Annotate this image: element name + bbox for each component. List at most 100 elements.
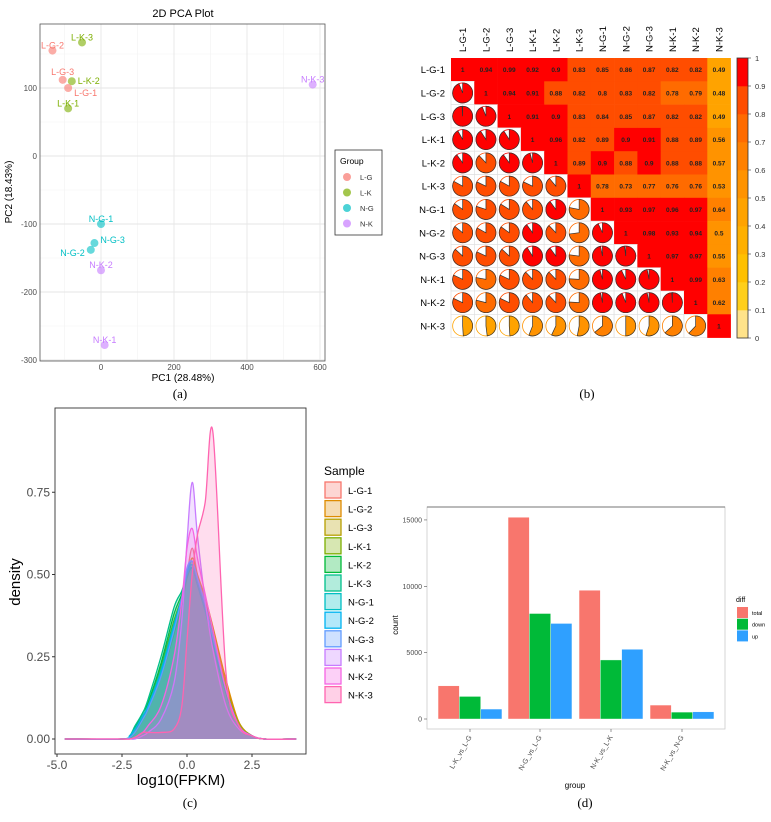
cell-value: 0.89 bbox=[689, 137, 702, 144]
density-plot-panel: -5.0 -2.5 0.0 2.5 0.00 0.25 0.50 0.75 log10(FPKM… bbox=[7, 407, 374, 789]
legend-key-L-K-2 bbox=[324, 555, 342, 574]
cell-value: 0.87 bbox=[643, 67, 656, 74]
legend-key-N-K-1 bbox=[324, 648, 342, 667]
legend-key-N-G-1 bbox=[324, 592, 342, 611]
row-label: N-K-1 bbox=[420, 275, 445, 286]
bar-down-N-K_vs_L-K bbox=[600, 659, 622, 720]
y-tick-label: 0.00 bbox=[27, 732, 51, 746]
y-tick-label: 0.75 bbox=[27, 485, 51, 499]
pie-wedge bbox=[568, 245, 590, 267]
heatmap-cell bbox=[637, 127, 661, 152]
heatmap-cell bbox=[637, 244, 661, 268]
x-tick-label: 600 bbox=[313, 363, 327, 372]
data-point-N-G-2 bbox=[86, 245, 95, 254]
density-line-N-K-3 bbox=[64, 426, 297, 740]
pie-wedge bbox=[498, 199, 520, 220]
pie-wedge bbox=[592, 292, 613, 313]
cell-value: 1 bbox=[461, 67, 465, 74]
cell-value: 1 bbox=[554, 160, 558, 167]
pie-wedge bbox=[545, 222, 567, 244]
plot-background bbox=[40, 24, 325, 361]
cell-value: 1 bbox=[671, 277, 675, 284]
plot-border bbox=[426, 506, 726, 730]
pie-wedge bbox=[452, 129, 473, 150]
legend-label: L-K bbox=[360, 189, 372, 198]
cell-value: 0.88 bbox=[550, 90, 563, 97]
heatmap-cell bbox=[544, 81, 568, 105]
heatmap-cell bbox=[614, 58, 638, 82]
heatmap-cell bbox=[614, 151, 638, 175]
heatmap-cell bbox=[567, 58, 592, 82]
pie-wedge bbox=[452, 292, 473, 313]
column-label: L-K-2 bbox=[551, 29, 562, 52]
x-tick-label: 2.5 bbox=[244, 758, 261, 772]
x-axis-label: log10(FPKM) bbox=[137, 772, 225, 789]
row-label: L-K-2 bbox=[422, 158, 445, 169]
legend-key-N-G-2 bbox=[324, 611, 342, 629]
point-label: L-G-3 bbox=[51, 67, 74, 77]
pie-wedge bbox=[551, 315, 567, 337]
y-tick-label: 100 bbox=[24, 84, 38, 93]
colorbar-tick-label: 0.2 bbox=[755, 278, 765, 287]
colorbar-tick-label: 1 bbox=[755, 54, 759, 63]
pie-wedge bbox=[475, 105, 497, 127]
heatmap-cell bbox=[544, 151, 568, 175]
bar-total-N-K_vs_L-K bbox=[578, 590, 601, 720]
colorbar-bin bbox=[737, 282, 748, 311]
heatmap-cell bbox=[590, 127, 615, 152]
legend-title: Sample bbox=[324, 464, 365, 478]
heatmap-cell bbox=[520, 127, 545, 152]
heatmap-cell bbox=[474, 58, 498, 82]
cell-value: 0.88 bbox=[689, 160, 702, 167]
column-label: L-K-3 bbox=[575, 29, 586, 52]
cell-value: 1 bbox=[647, 254, 651, 261]
pie-wedge bbox=[545, 175, 567, 197]
colorbar-bin bbox=[737, 310, 748, 339]
bar-down-L-K_vs_L-G bbox=[459, 696, 481, 720]
column-label: N-K-1 bbox=[668, 27, 679, 52]
pie-wedge bbox=[576, 315, 590, 337]
data-point-N-G-3 bbox=[90, 239, 99, 248]
heatmap-cell bbox=[590, 104, 615, 129]
legend-title: Group bbox=[340, 156, 364, 166]
heatmap-cell bbox=[684, 221, 708, 245]
cell-value: 0.94 bbox=[480, 67, 493, 74]
heatmap-cell bbox=[684, 291, 708, 315]
cell-value: 0.96 bbox=[666, 207, 679, 214]
legend-key-up bbox=[737, 630, 748, 642]
pie-wedge bbox=[498, 152, 520, 174]
legend-key-L-G-2 bbox=[324, 499, 342, 518]
pie-wedge bbox=[485, 315, 497, 337]
colorbar-bin bbox=[737, 142, 748, 171]
column-label: N-G-1 bbox=[598, 26, 609, 52]
cell-value: 0.9 bbox=[551, 114, 560, 121]
bar-up-L-K_vs_L-G bbox=[480, 708, 503, 720]
density-area-L-K-1 bbox=[64, 567, 297, 740]
cell-value: 0.99 bbox=[503, 67, 516, 74]
heatmap-cell bbox=[660, 151, 685, 175]
pie-wedge bbox=[528, 315, 543, 337]
colorbar-tick-label: 0 bbox=[755, 334, 759, 343]
density-area-N-G-1 bbox=[64, 564, 297, 740]
pie-wedge bbox=[462, 315, 473, 337]
legend-key-N-K-3 bbox=[324, 685, 342, 704]
cell-value: 0.79 bbox=[689, 90, 702, 97]
pie-wedge bbox=[452, 222, 473, 244]
colorbar-bin bbox=[737, 198, 748, 227]
cell-value: 0.83 bbox=[573, 67, 586, 74]
heatmap-cell bbox=[497, 81, 522, 105]
cell-value: 0.78 bbox=[596, 184, 609, 191]
pie-wedge bbox=[545, 268, 567, 290]
heatmap-cell bbox=[707, 151, 731, 175]
column-label: N-G-3 bbox=[645, 26, 656, 52]
heatmap-cell bbox=[520, 81, 545, 105]
heatmap-cell bbox=[637, 221, 661, 245]
pie-wedge bbox=[452, 245, 473, 267]
legend-label: L-K-1 bbox=[348, 542, 371, 553]
y-axis-label: density bbox=[7, 558, 24, 606]
heatmap-cell bbox=[567, 127, 592, 152]
legend-box bbox=[334, 149, 383, 236]
heatmap-cell bbox=[707, 58, 731, 82]
row-label: N-G-3 bbox=[419, 252, 445, 263]
bar-up-N-K_vs_L-K bbox=[621, 649, 644, 720]
